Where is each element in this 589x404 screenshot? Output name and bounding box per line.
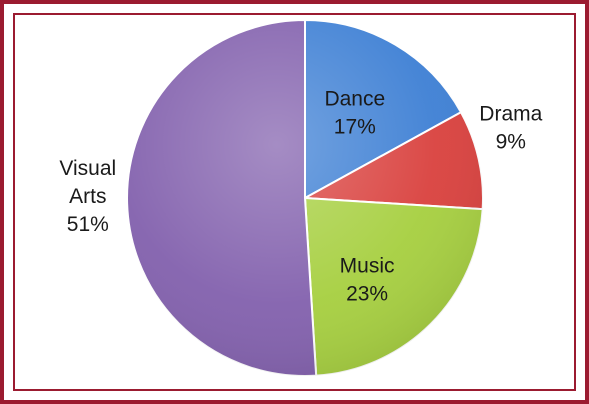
slice-category-label: Visual [59, 157, 116, 180]
slice-value-label: 51% [67, 213, 109, 236]
pie-slice-music [303, 196, 484, 377]
slice-category-label: Arts [69, 185, 106, 208]
slice-label-music: Music 23% [340, 254, 395, 305]
slice-value-label: 23% [346, 282, 388, 305]
slice-category-label: Dance [324, 87, 385, 110]
slice-category-label: Drama [479, 102, 542, 125]
slice-value-label: 9% [496, 130, 526, 153]
slice-value-label: 17% [334, 115, 376, 138]
pie-slice-visual-arts [126, 18, 318, 377]
slice-label-visual-arts: Visual Arts 51% [59, 157, 116, 236]
slice-category-label: Music [340, 254, 395, 277]
frame-inner-border [13, 13, 576, 391]
slice-label-dance: Dance 17% [324, 87, 385, 138]
slice-label-drama: Drama 9% [479, 102, 542, 153]
